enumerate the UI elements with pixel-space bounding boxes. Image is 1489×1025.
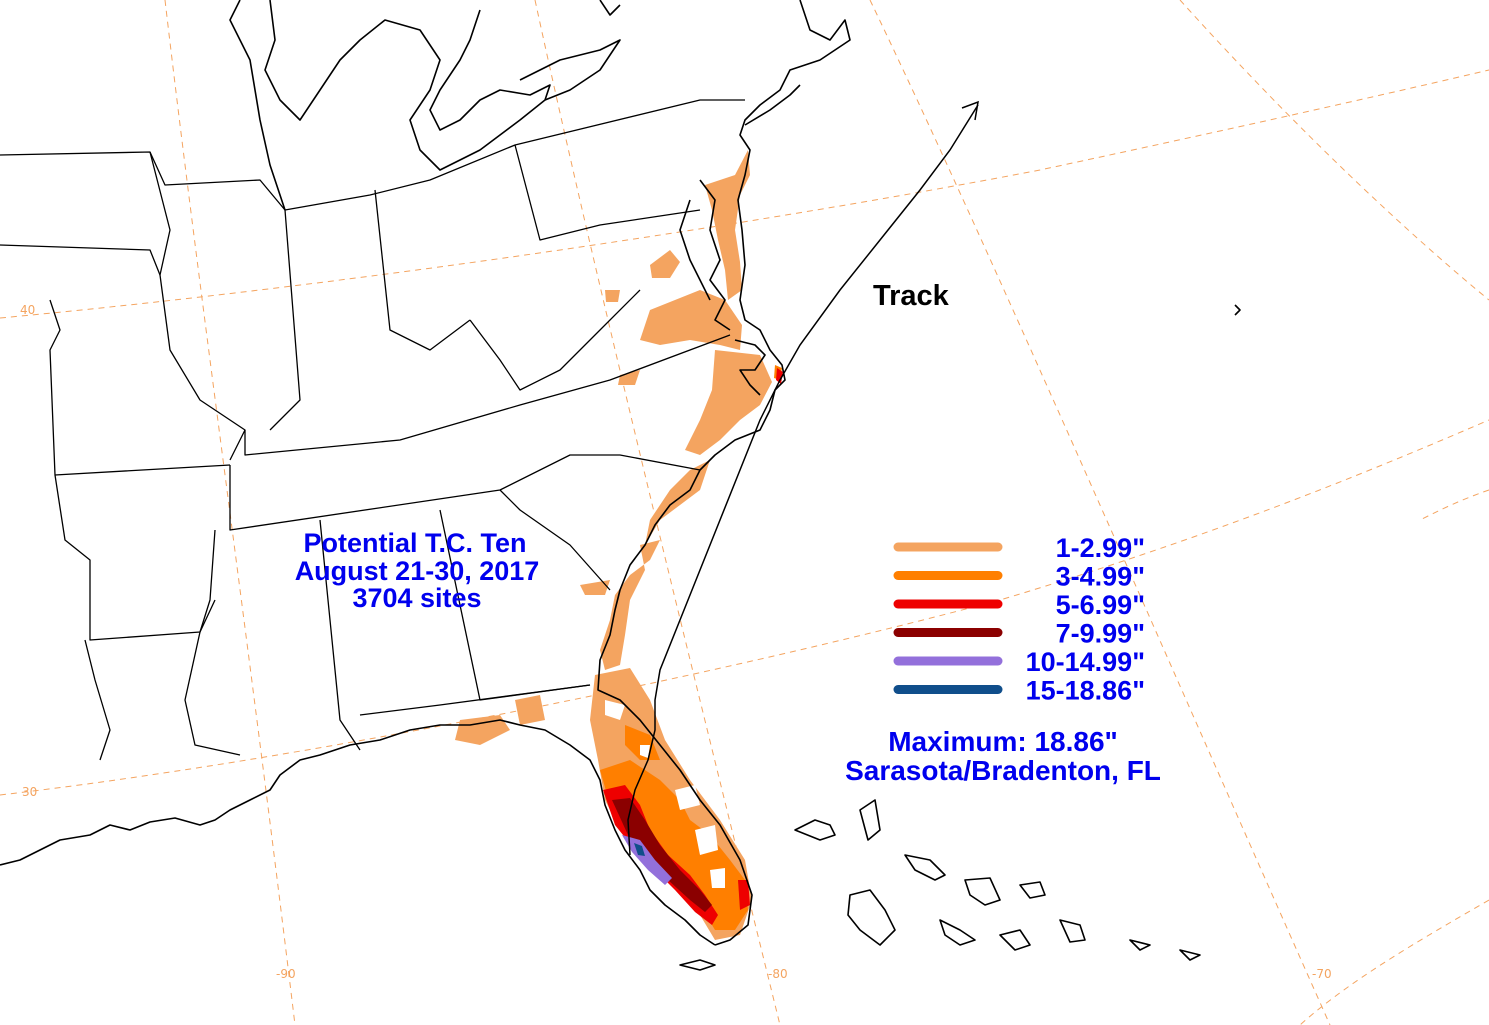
legend-label: 1-2.99": [1056, 533, 1145, 563]
rainfall-shading: [455, 150, 783, 940]
lon-80-label: -80: [768, 967, 788, 981]
title-storm-name: Potential T.C. Ten: [303, 528, 526, 558]
track-arrow-icon: [961, 100, 979, 121]
state-borders: [0, 99, 745, 761]
title-date-range: August 21-30, 2017: [295, 556, 540, 586]
rainfall-10-15-areas: [622, 835, 672, 885]
legend-item: 10-14.99": [893, 647, 1145, 677]
legend-item: 5-6.99": [893, 590, 1145, 620]
legend-item: 7-9.99": [893, 619, 1145, 649]
rainfall-15-19-areas: [634, 843, 645, 856]
storm-track: [627, 100, 979, 856]
track-label: Track: [873, 280, 950, 312]
legend-label: 15-18.86": [1026, 676, 1145, 706]
legend-item: 3-4.99": [893, 562, 1145, 592]
lon-70-label: -70: [1312, 967, 1332, 981]
legend-item: 1-2.99": [893, 533, 1145, 563]
rainfall-7-10-areas: [612, 798, 712, 912]
legend-item: 15-18.86": [893, 676, 1145, 706]
legend-label: 10-14.99": [1026, 647, 1145, 677]
lon-90-label: -90: [276, 967, 296, 981]
lat-40-label: 40: [20, 303, 35, 317]
legend-label: 3-4.99": [1056, 562, 1145, 592]
coastlines: [0, 0, 1241, 971]
maximum-location: Sarasota/Bradenton, FL: [845, 755, 1161, 786]
title-site-count: 3704 sites: [352, 583, 481, 613]
lat-30-label: 30: [22, 785, 37, 799]
rainfall-legend: 1-2.99"3-4.99"5-6.99"7-9.99"10-14.99"15-…: [893, 533, 1145, 706]
maximum-value: Maximum: 18.86": [888, 726, 1118, 757]
legend-label: 7-9.99": [1056, 619, 1145, 649]
legend-label: 5-6.99": [1056, 590, 1145, 620]
rainfall-gaps: [605, 700, 725, 888]
